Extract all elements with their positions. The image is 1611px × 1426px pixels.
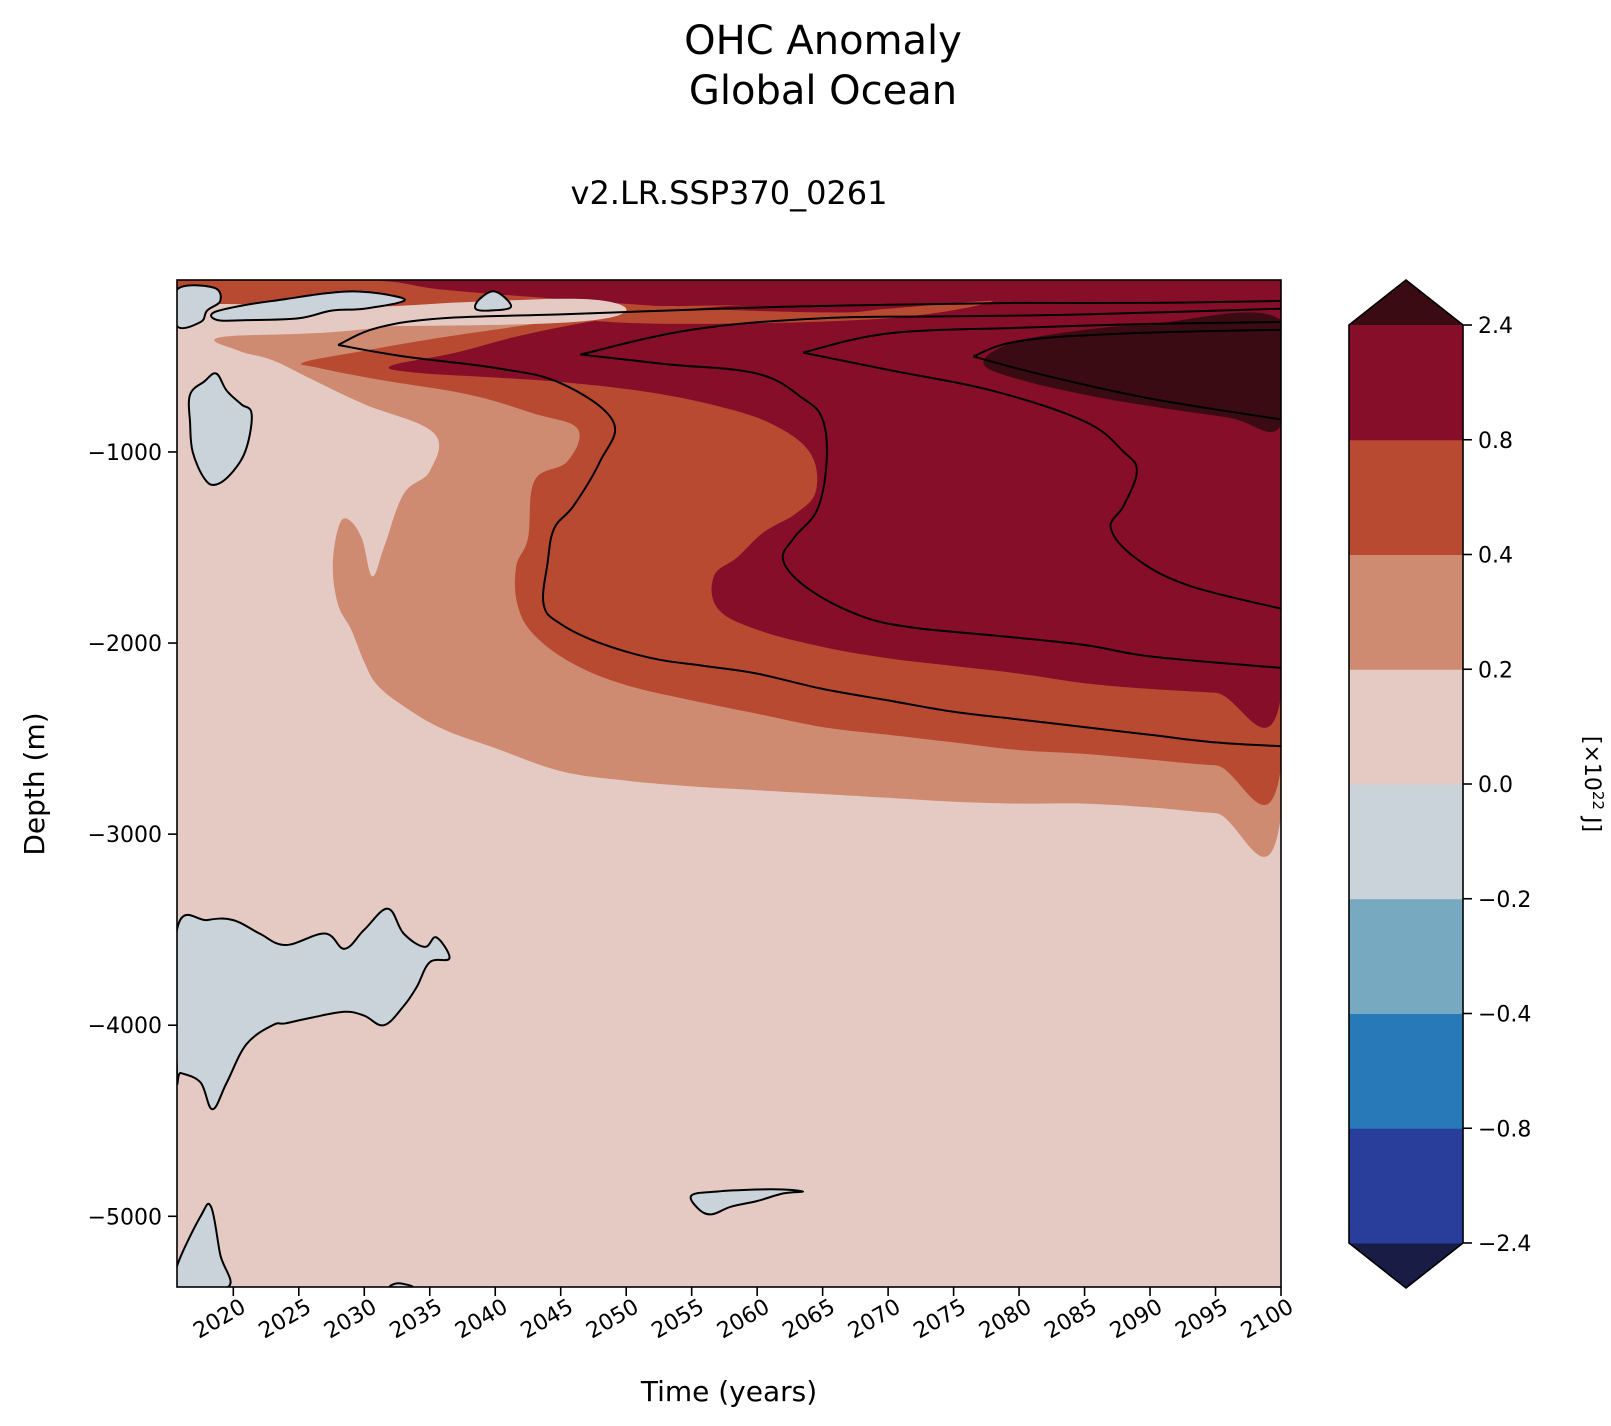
colorbar-label: [×1022 J] [1579, 736, 1607, 832]
y-tick-label: −2000 [88, 632, 162, 657]
x-tick-label: 2035 [386, 1295, 447, 1345]
colorbar-tick-label: −0.4 [1478, 1003, 1531, 1028]
x-axis-label: Time (years) [640, 1375, 817, 1408]
x-tick-label: 2050 [582, 1295, 643, 1345]
colorbar-tick-label: 2.4 [1478, 314, 1513, 339]
colorbar-tick-label: −2.4 [1478, 1232, 1531, 1257]
negative-anomaly-patch-1 [210, 290, 406, 322]
x-tick-label: 2025 [255, 1295, 316, 1345]
colorbar-bin [1349, 784, 1463, 900]
colorbar-bin [1349, 669, 1463, 785]
contour-lines [337, 300, 1281, 748]
y-axis-ticks: −1000 −2000 −3000 −4000 −5000 [88, 441, 177, 1230]
x-tick-label: 2065 [779, 1295, 840, 1345]
contour-plot-area [176, 279, 1282, 1288]
negative-anomaly-patch-7 [689, 1188, 805, 1216]
chart-title-line2: Global Ocean [689, 68, 957, 114]
contour-line-5 [802, 351, 1281, 610]
negative-anomaly-patch-5 [177, 1202, 232, 1287]
y-tick-label: −3000 [88, 823, 162, 848]
y-axis-label: Depth (m) [18, 712, 51, 855]
chart-title-line1: OHC Anomaly [684, 18, 962, 64]
x-axis-ticks: 2020 2025 2030 2035 2040 2045 2050 2055 2060 2065… [189, 1287, 1298, 1344]
contour-line-3 [580, 353, 1281, 669]
chart-subtitle: v2.LR.SSP370_0261 [571, 174, 888, 212]
contour-fill-region-3 [983, 312, 1281, 432]
negative-anomaly-patch-3 [187, 372, 253, 486]
colorbar-bin [1349, 1013, 1463, 1129]
negative-anomaly-patch-0 [177, 284, 222, 330]
colorbar-bin [1349, 325, 1463, 441]
negative-anomaly-patch-6 [388, 1282, 414, 1287]
x-tick-label: 2080 [975, 1295, 1036, 1345]
contour-line-4 [802, 321, 1281, 354]
y-tick-label: −1000 [88, 441, 162, 466]
colorbar-bin [1349, 439, 1463, 555]
x-tick-label: 2090 [1106, 1295, 1167, 1345]
contour-line-0 [337, 300, 1281, 346]
colorbar-tick-label: 0.4 [1478, 544, 1513, 569]
x-tick-label: 2070 [844, 1295, 905, 1345]
contour-line-1 [337, 344, 1281, 748]
x-tick-label: 2060 [713, 1295, 774, 1345]
x-tick-label: 2095 [1172, 1295, 1233, 1345]
negative-anomaly-patch-4 [177, 907, 451, 1111]
x-tick-label: 2055 [648, 1295, 709, 1345]
colorbar-tick-label: −0.8 [1478, 1117, 1531, 1142]
x-tick-label: 2045 [517, 1295, 578, 1345]
colorbar-under-triangle [1349, 1243, 1463, 1288]
colorbar-tick-label: 0.2 [1478, 658, 1513, 683]
x-tick-label: 2040 [451, 1295, 512, 1345]
colorbar-over-triangle [1349, 280, 1463, 325]
contour-line-6 [972, 328, 1281, 358]
x-tick-label: 2020 [189, 1295, 250, 1345]
colorbar: −2.4 −0.8 −0.4 −0.2 0.0 0.2 0.4 0.8 2.4 [1348, 278, 1531, 1290]
x-tick-label: 2085 [1041, 1295, 1102, 1345]
y-tick-label: −5000 [88, 1205, 162, 1230]
contour-line-2 [580, 307, 1281, 356]
contour-fill-region-2 [388, 280, 1281, 728]
colorbar-bin [1349, 1128, 1463, 1244]
colorbar-bin [1349, 554, 1463, 670]
contour-fill-regions [177, 280, 1281, 1287]
x-tick-label: 2030 [320, 1295, 381, 1345]
contour-line-7 [972, 355, 1281, 421]
colorbar-tick-label: −0.2 [1478, 888, 1531, 913]
x-tick-label: 2100 [1237, 1295, 1298, 1345]
colorbar-bin [1349, 898, 1463, 1014]
colorbar-tick-label: 0.0 [1478, 773, 1513, 798]
y-tick-label: −4000 [88, 1014, 162, 1039]
negative-anomaly-patch-2 [474, 290, 512, 312]
plot-frame [176, 279, 1282, 1288]
x-tick-label: 2075 [910, 1295, 971, 1345]
colorbar-tick-label: 0.8 [1478, 429, 1513, 454]
